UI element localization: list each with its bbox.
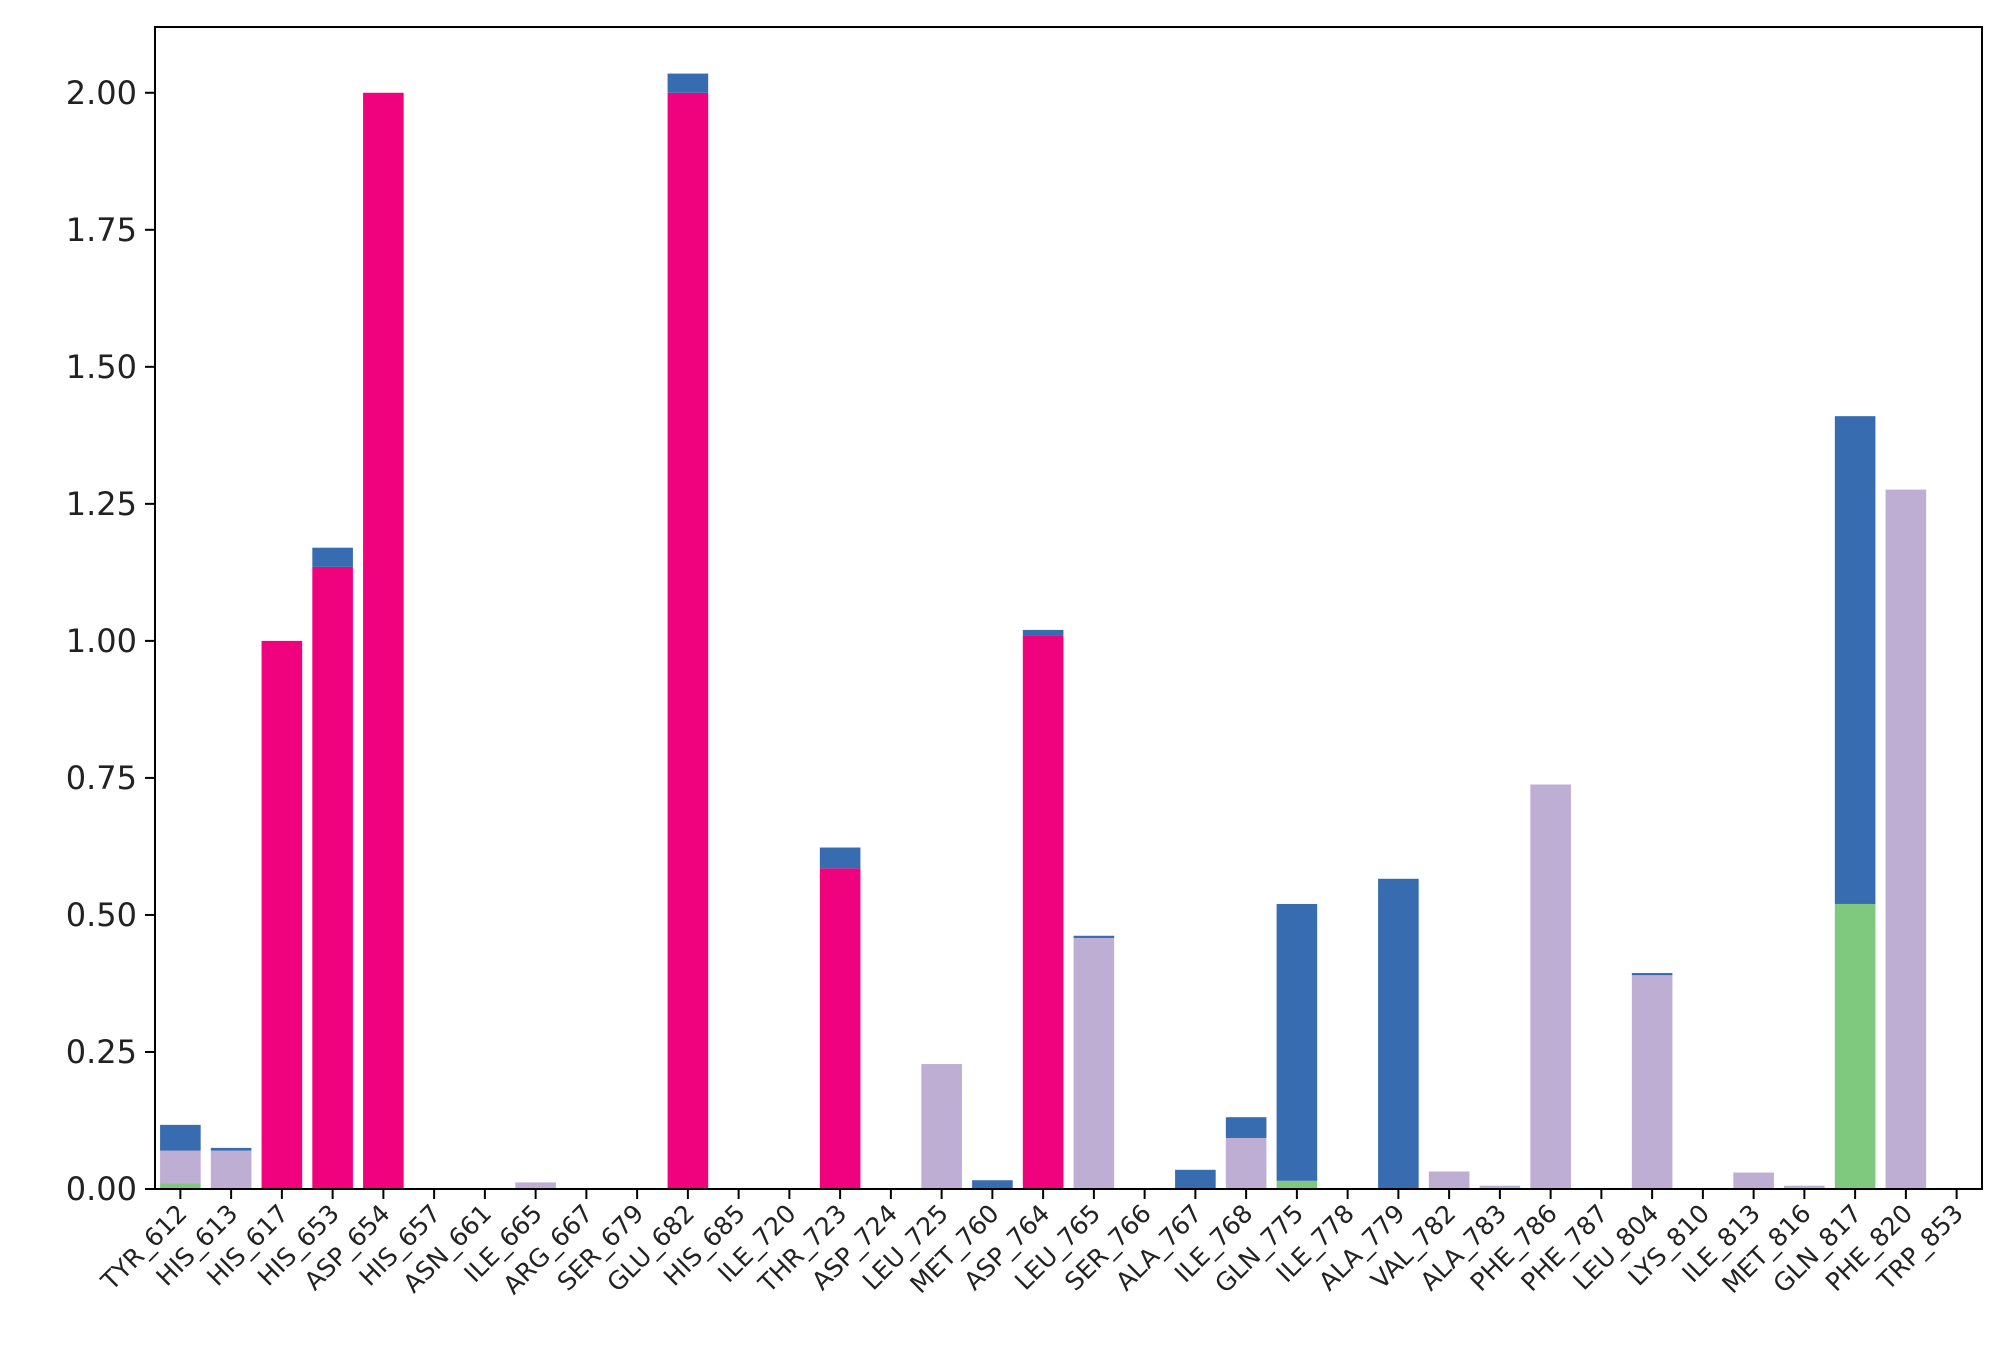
y-tick-label: 0.00 [66, 1170, 137, 1208]
bar-thr_723-s3 [819, 847, 861, 869]
bar-ile_813-s1 [1733, 1172, 1774, 1189]
bar-gln_817-s0 [1834, 903, 1876, 1189]
bar-ala_779-s3 [1378, 878, 1419, 1189]
bar-his_613-s1 [210, 1150, 252, 1189]
bar-gln_775-s3 [1276, 903, 1318, 1181]
bar-glu_682-s2 [667, 92, 709, 1189]
bar-his_613-s3 [210, 1147, 252, 1151]
bar-gln_817-s3 [1834, 416, 1876, 904]
bar-met_816-s1 [1784, 1185, 1825, 1189]
bars-layer [160, 73, 1927, 1189]
y-tick-label: 0.25 [66, 1033, 137, 1071]
bar-his_653-s3 [312, 547, 353, 567]
bar-leu_804-s3 [1631, 973, 1673, 976]
bar-his_653-s2 [312, 566, 353, 1189]
bar-ile_768-s3 [1225, 1117, 1267, 1139]
bar-leu_765-s3 [1073, 935, 1115, 938]
y-tick-label: 1.75 [66, 211, 137, 249]
bar-met_760-s3 [972, 1180, 1013, 1189]
y-tick-label: 2.00 [66, 74, 137, 112]
bar-val_782-s1 [1428, 1171, 1470, 1189]
plot-frame [154, 26, 1983, 1190]
bar-tyr_612-s3 [160, 1124, 201, 1151]
y-tick-label: 1.50 [66, 348, 137, 386]
bar-glu_682-s3 [667, 73, 709, 93]
bar-leu_765-s1 [1073, 937, 1115, 1189]
bar-leu_725-s1 [921, 1064, 962, 1189]
bar-leu_804-s1 [1631, 975, 1673, 1189]
x-axis: TYR_612HIS_613HIS_617HIS_653ASP_654HIS_6… [95, 1189, 1969, 1300]
bar-ile_665-s1 [515, 1182, 556, 1189]
bar-phe_786-s1 [1530, 784, 1571, 1189]
bar-tyr_612-s0 [160, 1183, 201, 1189]
y-axis: 0.00 0.25 0.50 0.75 1.00 1.25 1.50 1.75 2.00 [66, 74, 155, 1208]
y-tick-label: 1.00 [66, 622, 137, 660]
bar-phe_820-s1 [1885, 489, 1927, 1189]
bar-ala_783-s1 [1479, 1185, 1521, 1189]
bar-thr_723-s2 [819, 868, 861, 1189]
y-tick-label: 1.25 [66, 485, 137, 523]
y-tick-label: 0.50 [66, 896, 137, 934]
bar-asp_764-s3 [1022, 629, 1064, 636]
bar-tyr_612-s1 [160, 1150, 201, 1184]
bar-ala_767-s3 [1175, 1169, 1216, 1189]
bar-his_617-s2 [261, 640, 303, 1189]
bar-asp_654-s2 [363, 92, 404, 1189]
y-tick-label: 0.75 [66, 759, 137, 797]
bar-asp_764-s2 [1022, 635, 1064, 1189]
bar-gln_775-s0 [1276, 1180, 1318, 1189]
bar-ile_768-s1 [1225, 1138, 1267, 1189]
